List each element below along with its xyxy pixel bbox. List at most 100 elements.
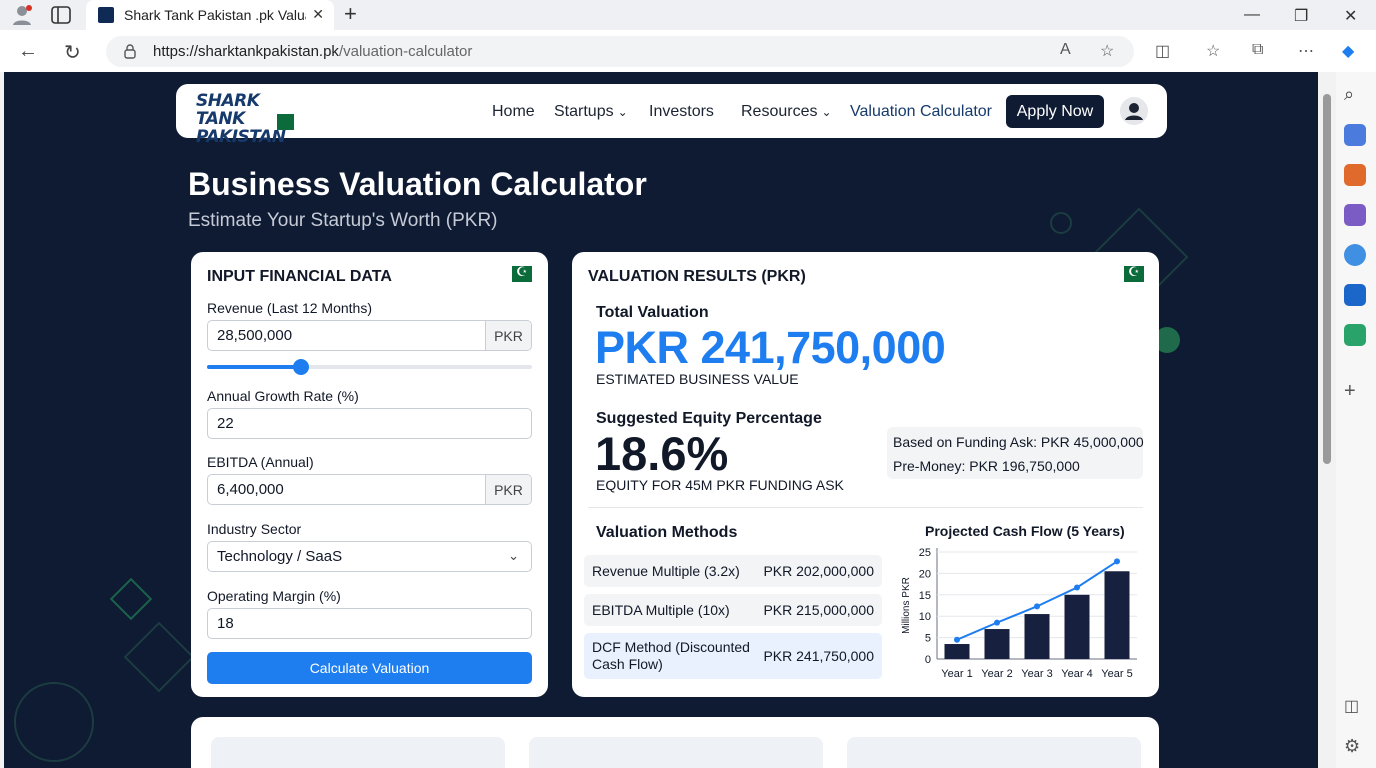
nav-startups[interactable]: Startups ⌄ [554,103,628,120]
apply-now-button[interactable]: Apply Now [1006,95,1104,128]
nav-investors[interactable]: Investors [649,103,714,120]
chevron-down-icon: ⌄ [617,105,628,119]
method-value: PKR 241,750,000 [763,648,874,664]
minimize-icon[interactable]: — [1244,6,1260,23]
logo-text-line1: SHARK TANK [196,91,260,129]
bar-4 [1064,594,1090,659]
margin-label: Operating Margin (%) [207,588,341,604]
nav-valuation-calculator[interactable]: Valuation Calculator [850,103,993,120]
back-icon[interactable]: ← [18,40,38,62]
y-tick-label: 25 [919,547,931,559]
funding-ask-line: Based on Funding Ask: PKR 45,000,000 [893,434,1144,450]
user-avatar-icon[interactable] [1120,97,1148,125]
pakistan-flag-icon [1124,265,1144,282]
cash-flow-chart: 0 5 10 15 20 25 Millions PKR Year 1 Year 2 Year 3… [901,547,1137,680]
settings-gear-icon[interactable]: ⚙ [1344,736,1361,756]
page-title: Business Valuation Calculator [188,166,647,202]
total-valuation-value: PKR 241,750,000 [595,322,946,373]
shopping-icon[interactable] [1344,124,1366,146]
equity-value: 18.6% [595,427,729,480]
decor-triangle [109,577,153,621]
restore-icon[interactable]: ❐ [1294,8,1309,25]
add-icon[interactable]: + [1344,380,1356,402]
results-divider [588,507,1143,508]
revenue-input[interactable]: 28,500,000 PKR [207,320,532,351]
copilot-icon[interactable]: ◆ [1342,43,1355,60]
trend-point-2 [994,619,1000,626]
favorites-icon[interactable]: ☆ [1206,43,1221,60]
total-valuation-label: Total Valuation [596,304,709,321]
revenue-slider[interactable] [207,359,532,375]
designer-icon[interactable] [1344,324,1366,346]
url-input[interactable] [106,36,1134,67]
total-valuation-caption: ESTIMATED BUSINESS VALUE [596,371,799,387]
sidebar-toggle-icon[interactable]: ◫ [1344,698,1360,715]
x-tick-label: Year 4 [1061,668,1092,680]
pakistan-flag-icon [512,265,532,282]
calculate-valuation-button[interactable]: Calculate Valuation [207,652,532,684]
bar-5 [1104,571,1130,659]
revenue-label: Revenue (Last 12 Months) [207,300,372,316]
method-name: EBITDA Multiple (10x) [592,602,730,618]
read-aloud-icon[interactable]: A [1060,41,1071,58]
lock-icon[interactable] [124,43,136,59]
y-axis-label: Millions PKR [901,577,912,634]
method-value: PKR 202,000,000 [763,563,874,579]
margin-input[interactable]: 18 [207,608,532,639]
more-icon[interactable]: ⋯ [1298,43,1314,60]
collections-icon[interactable]: ⧉ [1252,41,1264,58]
decor-ring [14,682,94,762]
tools-icon[interactable] [1344,164,1366,186]
ebitda-input[interactable]: 6,400,000 PKR [207,474,532,505]
nav-resources[interactable]: Resources ⌄ [741,103,832,120]
search-icon[interactable]: ⌕ [1344,84,1355,104]
site-favicon-icon [98,7,114,23]
site-header: SHARK TANK PAKISTAN Home Startups ⌄ Inves… [176,84,1167,146]
x-tick-label: Year 1 [941,668,972,680]
x-tick-label: Year 3 [1021,668,1052,680]
sector-label: Industry Sector [207,521,302,537]
decor-diamond-2 [123,621,195,693]
games-icon[interactable] [1344,244,1366,266]
close-window-icon[interactable]: ✕ [1344,8,1358,25]
bar-3 [1024,614,1050,659]
x-tick-label: Year 2 [981,668,1012,680]
outlook-icon[interactable] [1344,284,1366,306]
bar-1 [944,644,970,659]
y-tick-label: 10 [919,611,931,623]
tab-title: Shark Tank Pakistan .pk Valuation Calcul… [124,7,306,23]
chevron-down-icon: ⌄ [821,105,832,119]
trend-point-1 [954,636,960,643]
site-logo[interactable]: SHARK TANK PAKISTAN [196,91,296,146]
slider-knob[interactable] [293,359,310,375]
url-text: https://sharktankpakistan.pk/valuation-c… [153,43,473,60]
active-tab[interactable]: Shark Tank Pakistan .pk Valuation Calcul… [86,0,334,30]
method-name: DCF Method (Discounted Cash Flow) [592,639,750,672]
nav-home[interactable]: Home [492,103,535,120]
bar-2 [984,629,1010,659]
logo-text-line2: PAKISTAN [196,127,286,147]
ebitda-label: EBITDA (Annual) [207,454,314,470]
new-tab-icon[interactable]: + [344,1,357,26]
x-tick-label: Year 5 [1101,668,1132,680]
profile-icon[interactable] [10,4,34,26]
scrollbar-thumb[interactable] [1323,94,1331,464]
split-screen-icon[interactable]: ◫ [1155,43,1171,60]
close-tab-icon[interactable]: ✕ [312,6,324,22]
equity-label: Suggested Equity Percentage [596,410,822,427]
people-icon[interactable] [1344,204,1366,226]
favorite-star-icon[interactable]: ☆ [1100,43,1115,60]
growth-input[interactable]: 22 [207,408,532,439]
growth-label: Annual Growth Rate (%) [207,388,359,404]
page-scrollbar[interactable] [1318,72,1336,768]
tab-actions-icon[interactable] [50,5,72,25]
method-row-dcf: DCF Method (Discounted Cash Flow) PKR 24… [584,633,882,679]
feature-card [211,737,505,768]
refresh-icon[interactable]: ↻ [64,42,81,64]
method-value: PKR 215,000,000 [763,602,874,618]
chart-title: Projected Cash Flow (5 Years) [925,523,1125,539]
chevron-down-icon: ⌄ [508,548,519,563]
y-tick-label: 20 [919,568,931,580]
sector-select[interactable]: Technology / SaaS ⌄ [207,541,532,572]
trend-point-4 [1074,584,1080,591]
